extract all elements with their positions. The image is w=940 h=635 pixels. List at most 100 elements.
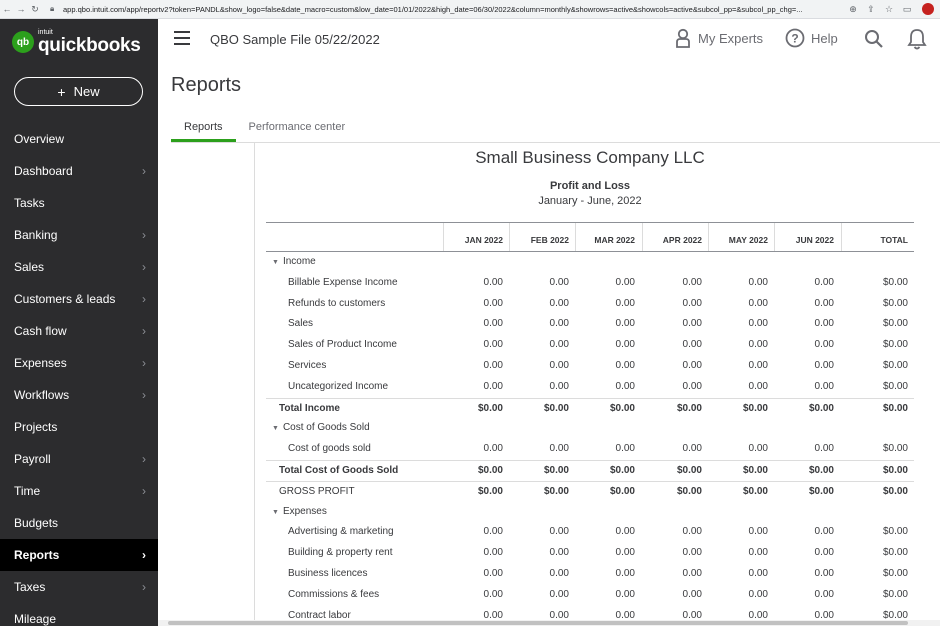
- cell-value[interactable]: 0.00: [814, 547, 834, 559]
- sidebar-item-mileage[interactable]: Mileage: [0, 603, 158, 635]
- row-label[interactable]: Services: [288, 359, 327, 371]
- cell-value[interactable]: 0.00: [814, 297, 834, 309]
- section-row[interactable]: ▼ Cost of Goods Sold: [266, 418, 914, 439]
- sidebar-item-overview[interactable]: Overview: [0, 123, 158, 155]
- cell-value[interactable]: 0.00: [814, 588, 834, 600]
- cell-value[interactable]: 0.00: [549, 380, 569, 392]
- cell-value[interactable]: 0.00: [615, 318, 635, 330]
- row-label[interactable]: Contract labor: [288, 609, 351, 621]
- extension-icon[interactable]: ▭: [902, 3, 912, 14]
- share-icon[interactable]: ⇪: [867, 3, 875, 14]
- column-header[interactable]: MAY 2022: [708, 223, 774, 251]
- column-header[interactable]: APR 2022: [642, 223, 708, 251]
- row-label[interactable]: Refunds to customers: [288, 297, 386, 309]
- cell-value[interactable]: $0.00: [676, 485, 702, 497]
- help-button[interactable]: ? Help: [785, 28, 838, 48]
- cell-value[interactable]: 0.00: [483, 359, 503, 371]
- sidebar-item-cash-flow[interactable]: Cash flow ›: [0, 315, 158, 347]
- sidebar-item-sales[interactable]: Sales ›: [0, 251, 158, 283]
- cell-value[interactable]: 0.00: [549, 318, 569, 330]
- column-header[interactable]: MAR 2022: [575, 223, 641, 251]
- sidebar-item-tasks[interactable]: Tasks: [0, 187, 158, 219]
- cell-value[interactable]: 0.00: [483, 380, 503, 392]
- cell-value[interactable]: 0.00: [748, 318, 768, 330]
- cell-value[interactable]: 0.00: [483, 567, 503, 579]
- sidebar-item-workflows[interactable]: Workflows ›: [0, 379, 158, 411]
- cell-value[interactable]: 0.00: [682, 339, 702, 351]
- hamburger-icon[interactable]: [174, 31, 190, 45]
- row-label[interactable]: Sales: [288, 318, 314, 330]
- cell-value[interactable]: 0.00: [483, 609, 503, 621]
- forward-arrow-icon[interactable]: →: [16, 4, 26, 14]
- cell-value[interactable]: 0.00: [615, 359, 635, 371]
- sidebar-item-expenses[interactable]: Expenses ›: [0, 347, 158, 379]
- cell-value[interactable]: 0.00: [615, 380, 635, 392]
- cell-value[interactable]: 0.00: [748, 276, 768, 288]
- cell-value[interactable]: 0.00: [549, 276, 569, 288]
- cell-value[interactable]: $0.00: [882, 402, 908, 414]
- sidebar-item-banking[interactable]: Banking ›: [0, 219, 158, 251]
- cell-value[interactable]: $0.00: [808, 402, 834, 414]
- column-header[interactable]: JAN 2022: [443, 223, 509, 251]
- cell-value[interactable]: $0.00: [882, 588, 908, 600]
- cell-value[interactable]: 0.00: [682, 526, 702, 538]
- cell-value[interactable]: $0.00: [882, 359, 908, 371]
- cell-value[interactable]: 0.00: [748, 609, 768, 621]
- cell-value[interactable]: 0.00: [549, 359, 569, 371]
- cell-value[interactable]: 0.00: [615, 526, 635, 538]
- cell-value[interactable]: 0.00: [549, 297, 569, 309]
- cell-value[interactable]: 0.00: [748, 359, 768, 371]
- row-label[interactable]: Advertising & marketing: [288, 526, 394, 538]
- cell-value[interactable]: 0.00: [682, 380, 702, 392]
- cell-value[interactable]: 0.00: [682, 443, 702, 455]
- cell-value[interactable]: 0.00: [682, 567, 702, 579]
- cell-value[interactable]: 0.00: [483, 318, 503, 330]
- cell-value[interactable]: 0.00: [814, 318, 834, 330]
- column-header[interactable]: TOTAL: [841, 223, 914, 251]
- cell-value[interactable]: $0.00: [676, 402, 702, 414]
- zoom-icon[interactable]: ⊕: [849, 3, 857, 14]
- cell-value[interactable]: $0.00: [676, 464, 702, 476]
- row-label[interactable]: Commissions & fees: [288, 588, 380, 600]
- cell-value[interactable]: 0.00: [814, 443, 834, 455]
- cell-value[interactable]: 0.00: [814, 359, 834, 371]
- cell-value[interactable]: $0.00: [477, 485, 503, 497]
- sidebar-item-budgets[interactable]: Budgets: [0, 507, 158, 539]
- section-row[interactable]: ▼ Income: [266, 252, 914, 273]
- cell-value[interactable]: 0.00: [748, 567, 768, 579]
- cell-value[interactable]: $0.00: [882, 276, 908, 288]
- sidebar-item-time[interactable]: Time ›: [0, 475, 158, 507]
- scrollbar-thumb[interactable]: [168, 621, 908, 625]
- new-button[interactable]: + New: [14, 77, 143, 106]
- caret-down-icon[interactable]: ▼: [272, 508, 279, 516]
- cell-value[interactable]: $0.00: [543, 402, 569, 414]
- cell-value[interactable]: 0.00: [682, 609, 702, 621]
- notifications-button[interactable]: [907, 28, 927, 50]
- tab-performance-center[interactable]: Performance center: [248, 121, 346, 133]
- reload-icon[interactable]: ↻: [31, 3, 39, 14]
- cell-value[interactable]: $0.00: [882, 443, 908, 455]
- quickbooks-logo[interactable]: qb intuit quickbooks: [12, 29, 141, 55]
- cell-value[interactable]: 0.00: [748, 526, 768, 538]
- cell-value[interactable]: 0.00: [748, 547, 768, 559]
- cell-value[interactable]: 0.00: [682, 276, 702, 288]
- cell-value[interactable]: $0.00: [882, 339, 908, 351]
- cell-value[interactable]: 0.00: [814, 380, 834, 392]
- cell-value[interactable]: $0.00: [882, 318, 908, 330]
- cell-value[interactable]: $0.00: [882, 609, 908, 621]
- column-header[interactable]: JUN 2022: [774, 223, 840, 251]
- cell-value[interactable]: 0.00: [549, 567, 569, 579]
- profile-avatar[interactable]: [922, 3, 934, 15]
- cell-value[interactable]: 0.00: [615, 609, 635, 621]
- cell-value[interactable]: 0.00: [814, 339, 834, 351]
- cell-value[interactable]: 0.00: [682, 547, 702, 559]
- cell-value[interactable]: 0.00: [814, 609, 834, 621]
- sidebar-item-taxes[interactable]: Taxes ›: [0, 571, 158, 603]
- sidebar-item-projects[interactable]: Projects: [0, 411, 158, 443]
- cell-value[interactable]: $0.00: [609, 485, 635, 497]
- cell-value[interactable]: 0.00: [682, 588, 702, 600]
- row-label[interactable]: Sales of Product Income: [288, 339, 397, 351]
- row-label[interactable]: Billable Expense Income: [288, 276, 398, 288]
- cell-value[interactable]: $0.00: [882, 547, 908, 559]
- cell-value[interactable]: 0.00: [483, 339, 503, 351]
